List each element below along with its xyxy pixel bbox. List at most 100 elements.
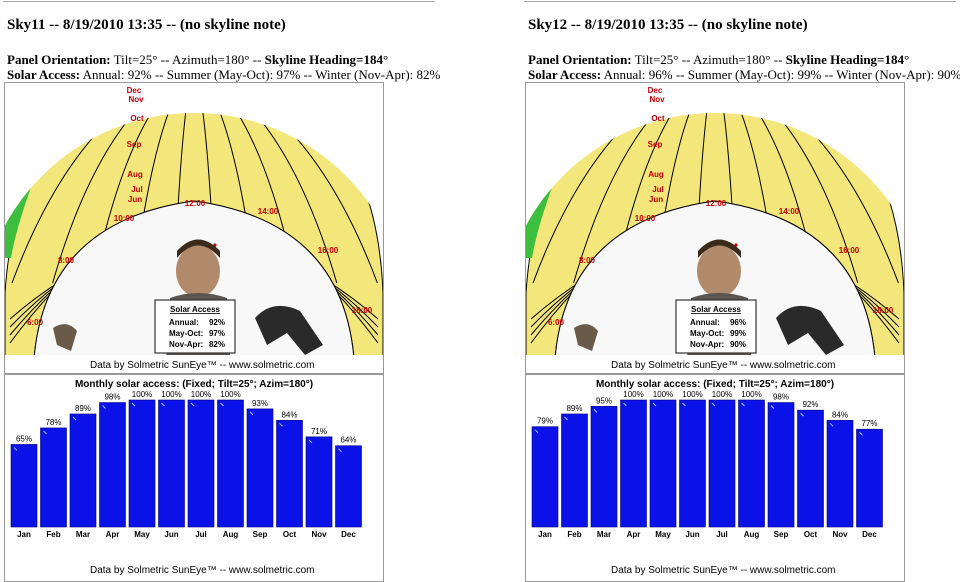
- bar-value-label: 92%: [802, 400, 818, 409]
- month-label: Sep: [648, 140, 663, 149]
- fisheye-sky-image: Dec Nov Oct Sep Aug Jul Jun 10:00 12:00 14:00 16:0…: [4, 82, 384, 374]
- bar: [40, 427, 67, 528]
- solar-access-line: Solar Access: Annual: 96% -- Summer (May…: [528, 67, 960, 83]
- bar: [531, 426, 559, 528]
- bar-value-label: 84%: [281, 410, 297, 419]
- month-label: Oct: [130, 114, 144, 123]
- hour-curve: [229, 113, 338, 284]
- summary-row-value: 99%: [730, 329, 746, 338]
- summary-row-label: May-Oct:: [690, 329, 724, 338]
- bar-highlight: [741, 402, 745, 407]
- hour-label: 10:00: [114, 214, 135, 223]
- bar-highlight: [770, 405, 775, 409]
- bar-highlight: [534, 429, 539, 434]
- bar-value-label: 71%: [311, 427, 327, 436]
- month-tick-label: Mar: [76, 530, 90, 539]
- month-tick-label: Jun: [164, 530, 178, 539]
- bar: [797, 409, 824, 528]
- month-tick-label: Sep: [774, 530, 789, 539]
- hour-curve: [239, 113, 378, 284]
- solar-access-values: Annual: 96% -- Summer (May-Oct): 99% -- …: [603, 67, 960, 82]
- bar-value-label: 100%: [132, 390, 152, 399]
- face-silhouette: [176, 245, 220, 297]
- bar: [590, 406, 618, 528]
- bar-value-label: 93%: [252, 399, 268, 408]
- bar-highlight: [593, 408, 598, 413]
- summary-row-value: 90%: [730, 340, 746, 349]
- month-label: Sep: [127, 140, 142, 149]
- hour-curve: [532, 113, 670, 284]
- month-tick-label: Apr: [106, 530, 120, 539]
- panel-title: Sky12 -- 8/19/2010 13:35 -- (no skyline …: [528, 17, 808, 33]
- chart-credit: Data by Solmetric SunEye™ -- www.solmetr…: [90, 565, 315, 576]
- summary-row-label: Annual:: [690, 318, 720, 327]
- bar: [335, 445, 362, 528]
- bar: [10, 444, 38, 528]
- bar: [99, 402, 126, 528]
- bar-chart: Monthly solar access: (Fixed; Tilt=25°; …: [531, 379, 883, 576]
- solar-access-summary-box: Solar Access Annual: 92% May-Oct: 97% Nov-Apr…: [154, 299, 236, 354]
- hour-label: 8:00: [58, 256, 75, 265]
- hour-label: 18:00: [873, 306, 894, 315]
- summary-title: Solar Access: [691, 305, 742, 314]
- month-tick-label: Jul: [195, 530, 207, 539]
- bar-value-label: 78%: [45, 418, 61, 427]
- bar-highlight: [220, 402, 224, 407]
- hour-curve: [760, 113, 899, 284]
- bar-value-label: 98%: [773, 393, 789, 402]
- panel-orientation: Panel Orientation: Tilt=25° -- Azimuth=1…: [528, 52, 909, 68]
- panel-title: Sky11 -- 8/19/2010 13:35 -- (no skyline …: [7, 17, 286, 33]
- bar-value-label: 65%: [16, 434, 32, 443]
- sky-report-panel-1: Sky11 -- 8/19/2010 13:35 -- (no skyline …: [3, 0, 440, 582]
- bar: [217, 399, 244, 528]
- bar-value-label: 100%: [741, 390, 761, 399]
- monthly-solar-access-chart: Monthly solar access: (Fixed; Tilt=25°; …: [4, 374, 384, 582]
- month-tick-label: Aug: [223, 530, 239, 539]
- hour-label: 14:00: [258, 207, 279, 216]
- summary-row-label: May-Oct:: [169, 329, 203, 338]
- bar-value-label: 100%: [220, 390, 240, 399]
- bar-value-label: 100%: [653, 390, 673, 399]
- month-label: Jun: [128, 195, 142, 204]
- bar-highlight: [72, 416, 77, 421]
- month-label: Aug: [127, 170, 143, 179]
- month-label: Oct: [651, 114, 665, 123]
- month-label: Nov: [649, 95, 665, 104]
- tilt-value: Tilt=25°: [634, 52, 679, 67]
- bar-highlight: [308, 439, 313, 444]
- panel-orientation: Panel Orientation: Tilt=25° -- Azimuth=1…: [7, 52, 388, 68]
- chart-credit: Data by Solmetric SunEye™ -- www.solmetr…: [611, 565, 836, 576]
- obstruction: [95, 83, 117, 97]
- month-tick-label: Jul: [716, 530, 728, 539]
- month-tick-label: Apr: [627, 530, 641, 539]
- summary-box-frame: [154, 299, 236, 354]
- fisheye-credit: Data by Solmetric SunEye™ -- www.solmetr…: [611, 360, 836, 371]
- bar-value-label: 100%: [623, 390, 643, 399]
- hour-curve: [750, 113, 859, 284]
- summary-row-value: 96%: [730, 318, 746, 327]
- summary-row-value: 92%: [209, 318, 225, 327]
- hour-label: 18:00: [352, 306, 373, 315]
- solar-access-label: Solar Access:: [7, 67, 81, 82]
- month-tick-label: Feb: [567, 530, 581, 539]
- orientation-label: Panel Orientation:: [528, 52, 632, 67]
- credit-strip: [526, 355, 904, 373]
- bar-highlight: [623, 402, 627, 407]
- summary-row-value: 97%: [209, 329, 225, 338]
- bar-value-label: 100%: [161, 390, 181, 399]
- bar-highlight: [564, 416, 568, 421]
- separator: --: [157, 52, 172, 67]
- bar: [246, 408, 274, 528]
- equipment-silhouette: [255, 305, 323, 355]
- bar: [708, 399, 736, 528]
- top-divider: [524, 1, 956, 2]
- bar-highlight: [131, 402, 136, 407]
- hour-label: 6:00: [548, 318, 565, 327]
- month-tick-label: Dec: [341, 530, 356, 539]
- bar-highlight: [652, 402, 657, 407]
- bar-highlight: [682, 402, 686, 407]
- month-tick-label: Nov: [832, 530, 848, 539]
- month-label: Nov: [128, 95, 144, 104]
- month-label: Dec: [648, 86, 663, 95]
